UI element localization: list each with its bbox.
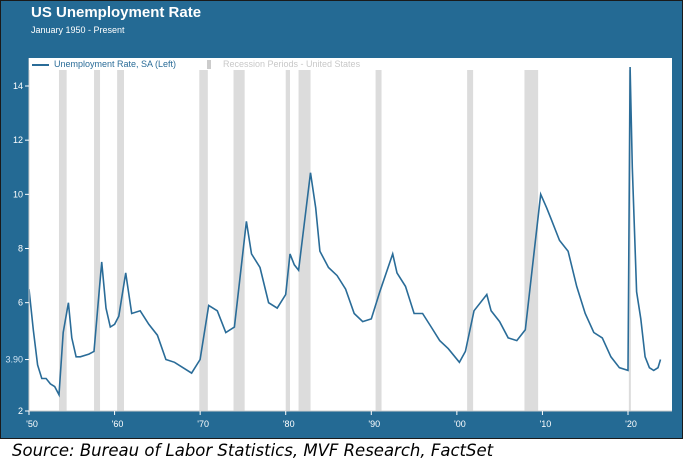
chart-title: US Unemployment Rate	[31, 4, 202, 21]
recession-band	[628, 70, 631, 411]
recession-band	[58, 70, 67, 411]
recession-band	[375, 70, 382, 411]
x-tick-label: '60	[112, 419, 124, 429]
recession-band	[94, 70, 101, 411]
recession-band	[524, 70, 539, 411]
x-tick-label: '70	[197, 419, 209, 429]
y-tick-label: 10	[13, 189, 23, 199]
x-tick-label: '10	[540, 419, 552, 429]
y-tick-label: 12	[13, 135, 23, 145]
recession-band	[298, 70, 311, 411]
legend-recession-swatch	[207, 60, 211, 69]
line-chart: 2 3.90 6 8 10 12 14 '50 '60 '70 '80 '90 '00 '10 '20 Une…	[5, 58, 672, 429]
x-tick-label: '20	[625, 419, 637, 429]
y-tick-label: 8	[18, 244, 23, 254]
recession-band	[285, 70, 290, 411]
recession-band	[199, 70, 208, 411]
y-tick-label: 2	[18, 406, 23, 416]
plot-area	[29, 58, 672, 411]
x-tick-label: '00	[454, 419, 466, 429]
x-tick-label: '80	[283, 419, 295, 429]
x-tick-label: '90	[368, 419, 380, 429]
y-tick-label: 6	[18, 298, 23, 308]
x-tick-label: '50	[26, 419, 38, 429]
y-tick-label: 3.90	[5, 355, 23, 365]
chart-subtitle: January 1950 - Present	[31, 25, 125, 35]
y-tick-label: 14	[13, 81, 23, 91]
recession-band	[467, 70, 474, 411]
legend-entry-recession: Recession Periods - United States	[223, 59, 361, 69]
legend-entry-unemployment: Unemployment Rate, SA (Left)	[54, 59, 176, 69]
recession-band	[233, 70, 245, 411]
unemployment-line	[28, 66, 662, 398]
source-note: Source: Bureau of Labor Statistics, MVF …	[12, 441, 494, 460]
recession-band	[117, 70, 124, 411]
